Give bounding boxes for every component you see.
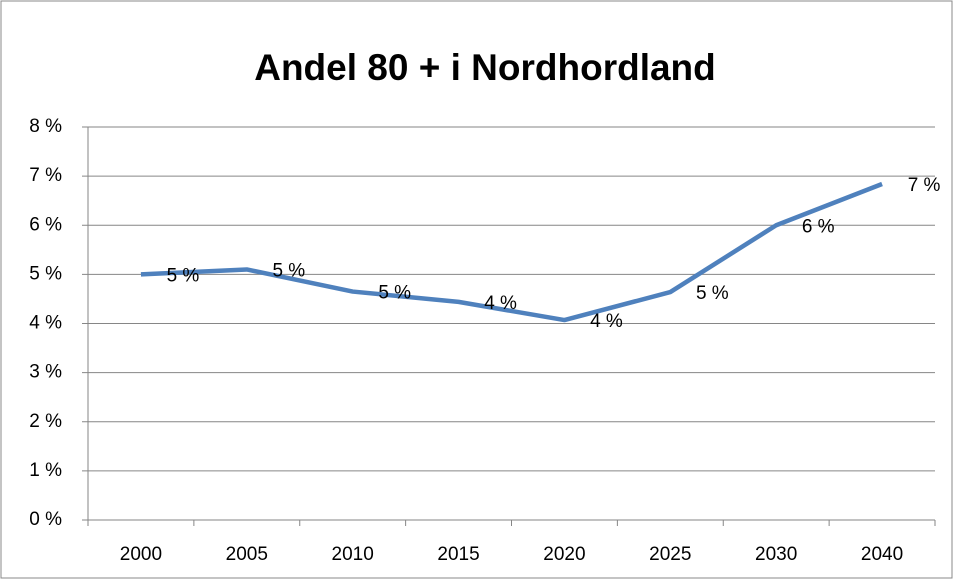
data-label: 5 % <box>696 283 729 304</box>
y-tick-label: 3 % <box>29 362 62 383</box>
x-tick-label: 2025 <box>649 544 691 565</box>
y-tick-label: 1 % <box>29 460 62 481</box>
x-tick-label: 2005 <box>226 544 268 565</box>
x-tick-label: 2030 <box>755 544 797 565</box>
chart-title: Andel 80 + i Nordhordland <box>254 47 716 88</box>
x-tick-label: 2020 <box>543 544 585 565</box>
y-tick-label: 5 % <box>29 263 62 284</box>
x-tick-label: 2040 <box>861 544 903 565</box>
line-series <box>140 181 883 323</box>
data-label: 5 % <box>167 265 200 286</box>
data-label: 5 % <box>378 283 411 304</box>
data-label: 4 % <box>590 311 623 332</box>
y-tick-label: 7 % <box>29 165 62 186</box>
data-label: 6 % <box>802 216 835 237</box>
data-label: 5 % <box>272 260 305 281</box>
y-tick-label: 2 % <box>29 411 62 432</box>
x-tick-label: 2015 <box>437 544 479 565</box>
x-tick-label: 2010 <box>332 544 374 565</box>
y-tick-label: 6 % <box>29 214 62 235</box>
data-label: 7 % <box>908 175 941 196</box>
y-tick-label: 4 % <box>29 313 62 334</box>
y-tick-label: 0 % <box>29 509 62 530</box>
x-tick-label: 2000 <box>120 544 162 565</box>
y-tick-label: 8 % <box>29 116 62 137</box>
data-label: 4 % <box>484 293 517 314</box>
